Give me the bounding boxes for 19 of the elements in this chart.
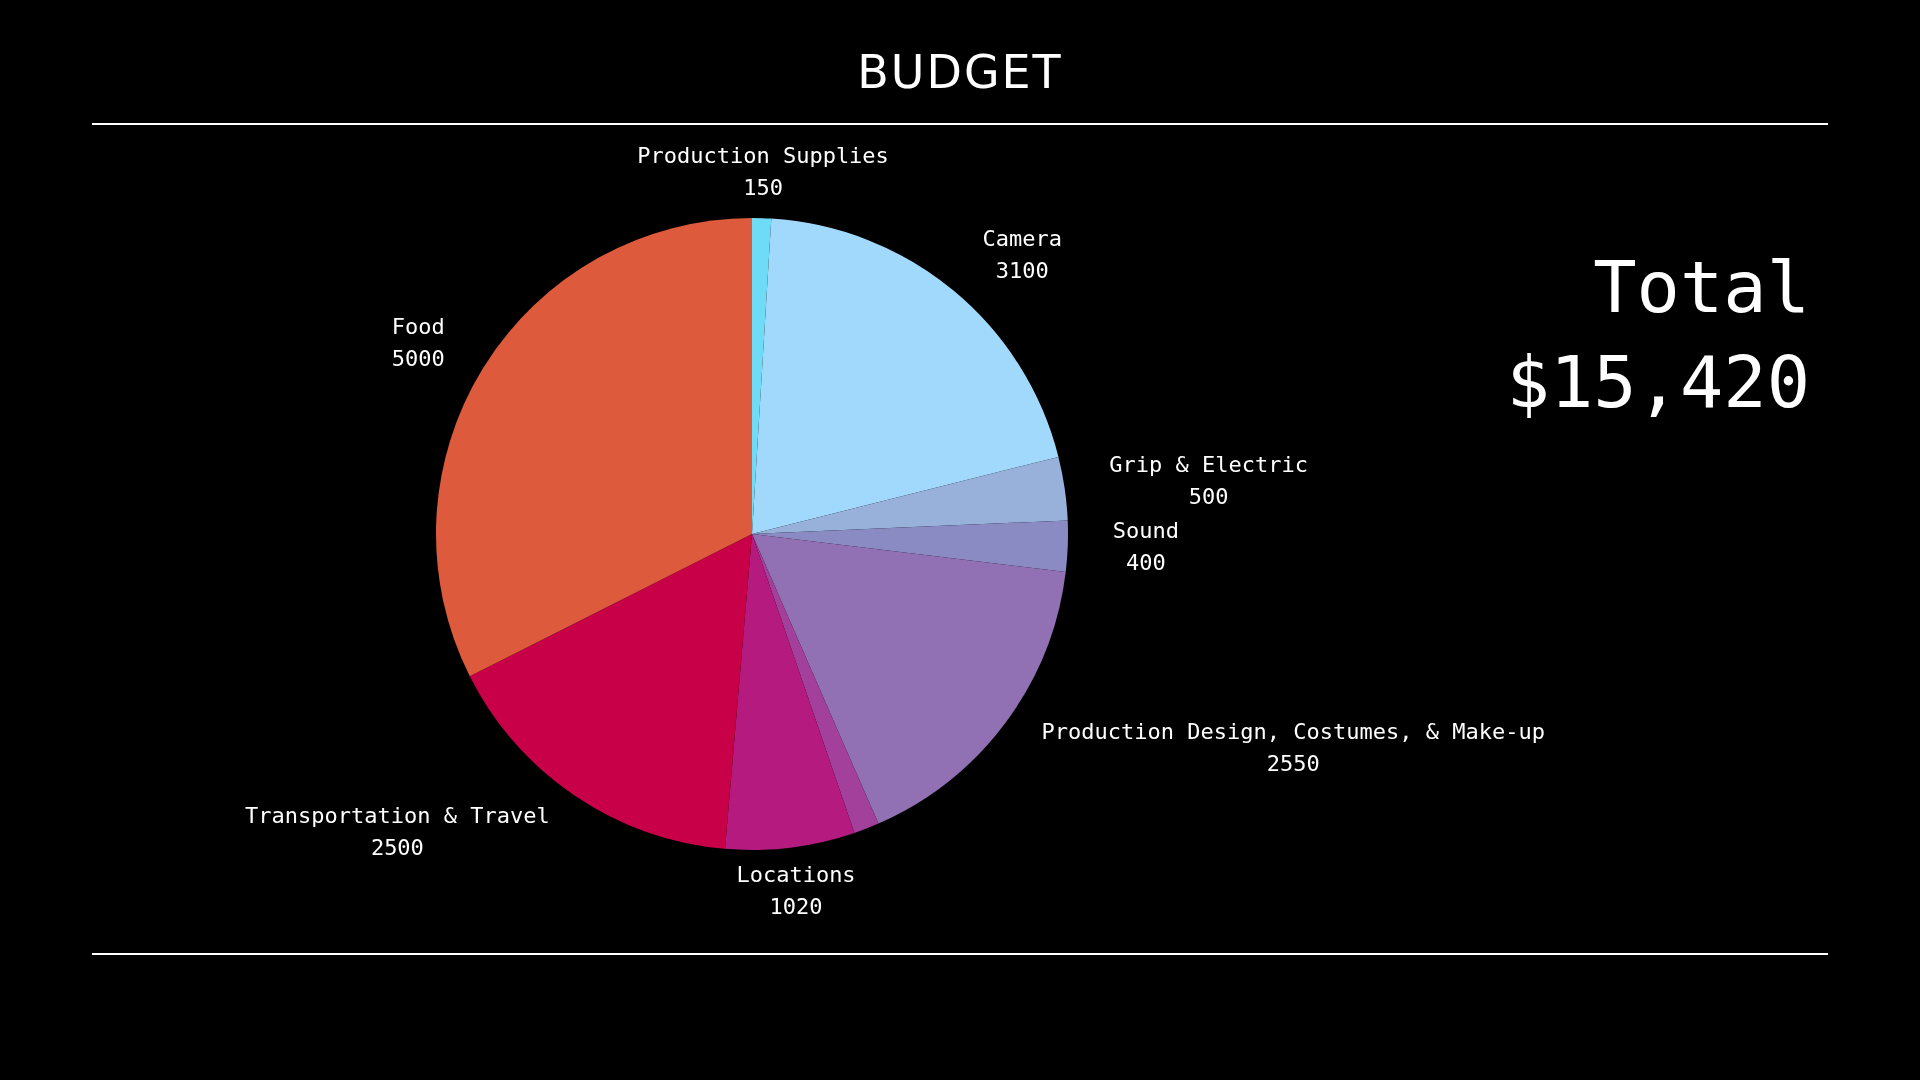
chart-title: BUDGET [856,45,1064,99]
slice-label: Production Design, Costumes, & Make-up [1041,719,1545,745]
slice-label: Camera [982,225,1063,251]
slice-label: Production Supplies [637,142,889,168]
data-label: 400 [1125,549,1166,575]
data-label: 2500 [370,834,424,860]
slice-label: Grip & Electric [1109,451,1308,477]
slice-label: Sound [1112,517,1179,543]
data-label: 150 [743,174,783,200]
data-label: 500 [1188,483,1229,509]
data-label: 3100 [995,257,1049,283]
data-label: 2550 [1266,751,1320,777]
data-label: 1020 [769,894,823,920]
slice-label: Food [391,314,445,340]
text: $15,420 [1506,340,1810,424]
text: Total [1593,245,1810,329]
slice-label: Locations [736,862,856,888]
slice-label: Transportation & Travel [245,802,550,828]
data-label: 5000 [391,346,445,372]
